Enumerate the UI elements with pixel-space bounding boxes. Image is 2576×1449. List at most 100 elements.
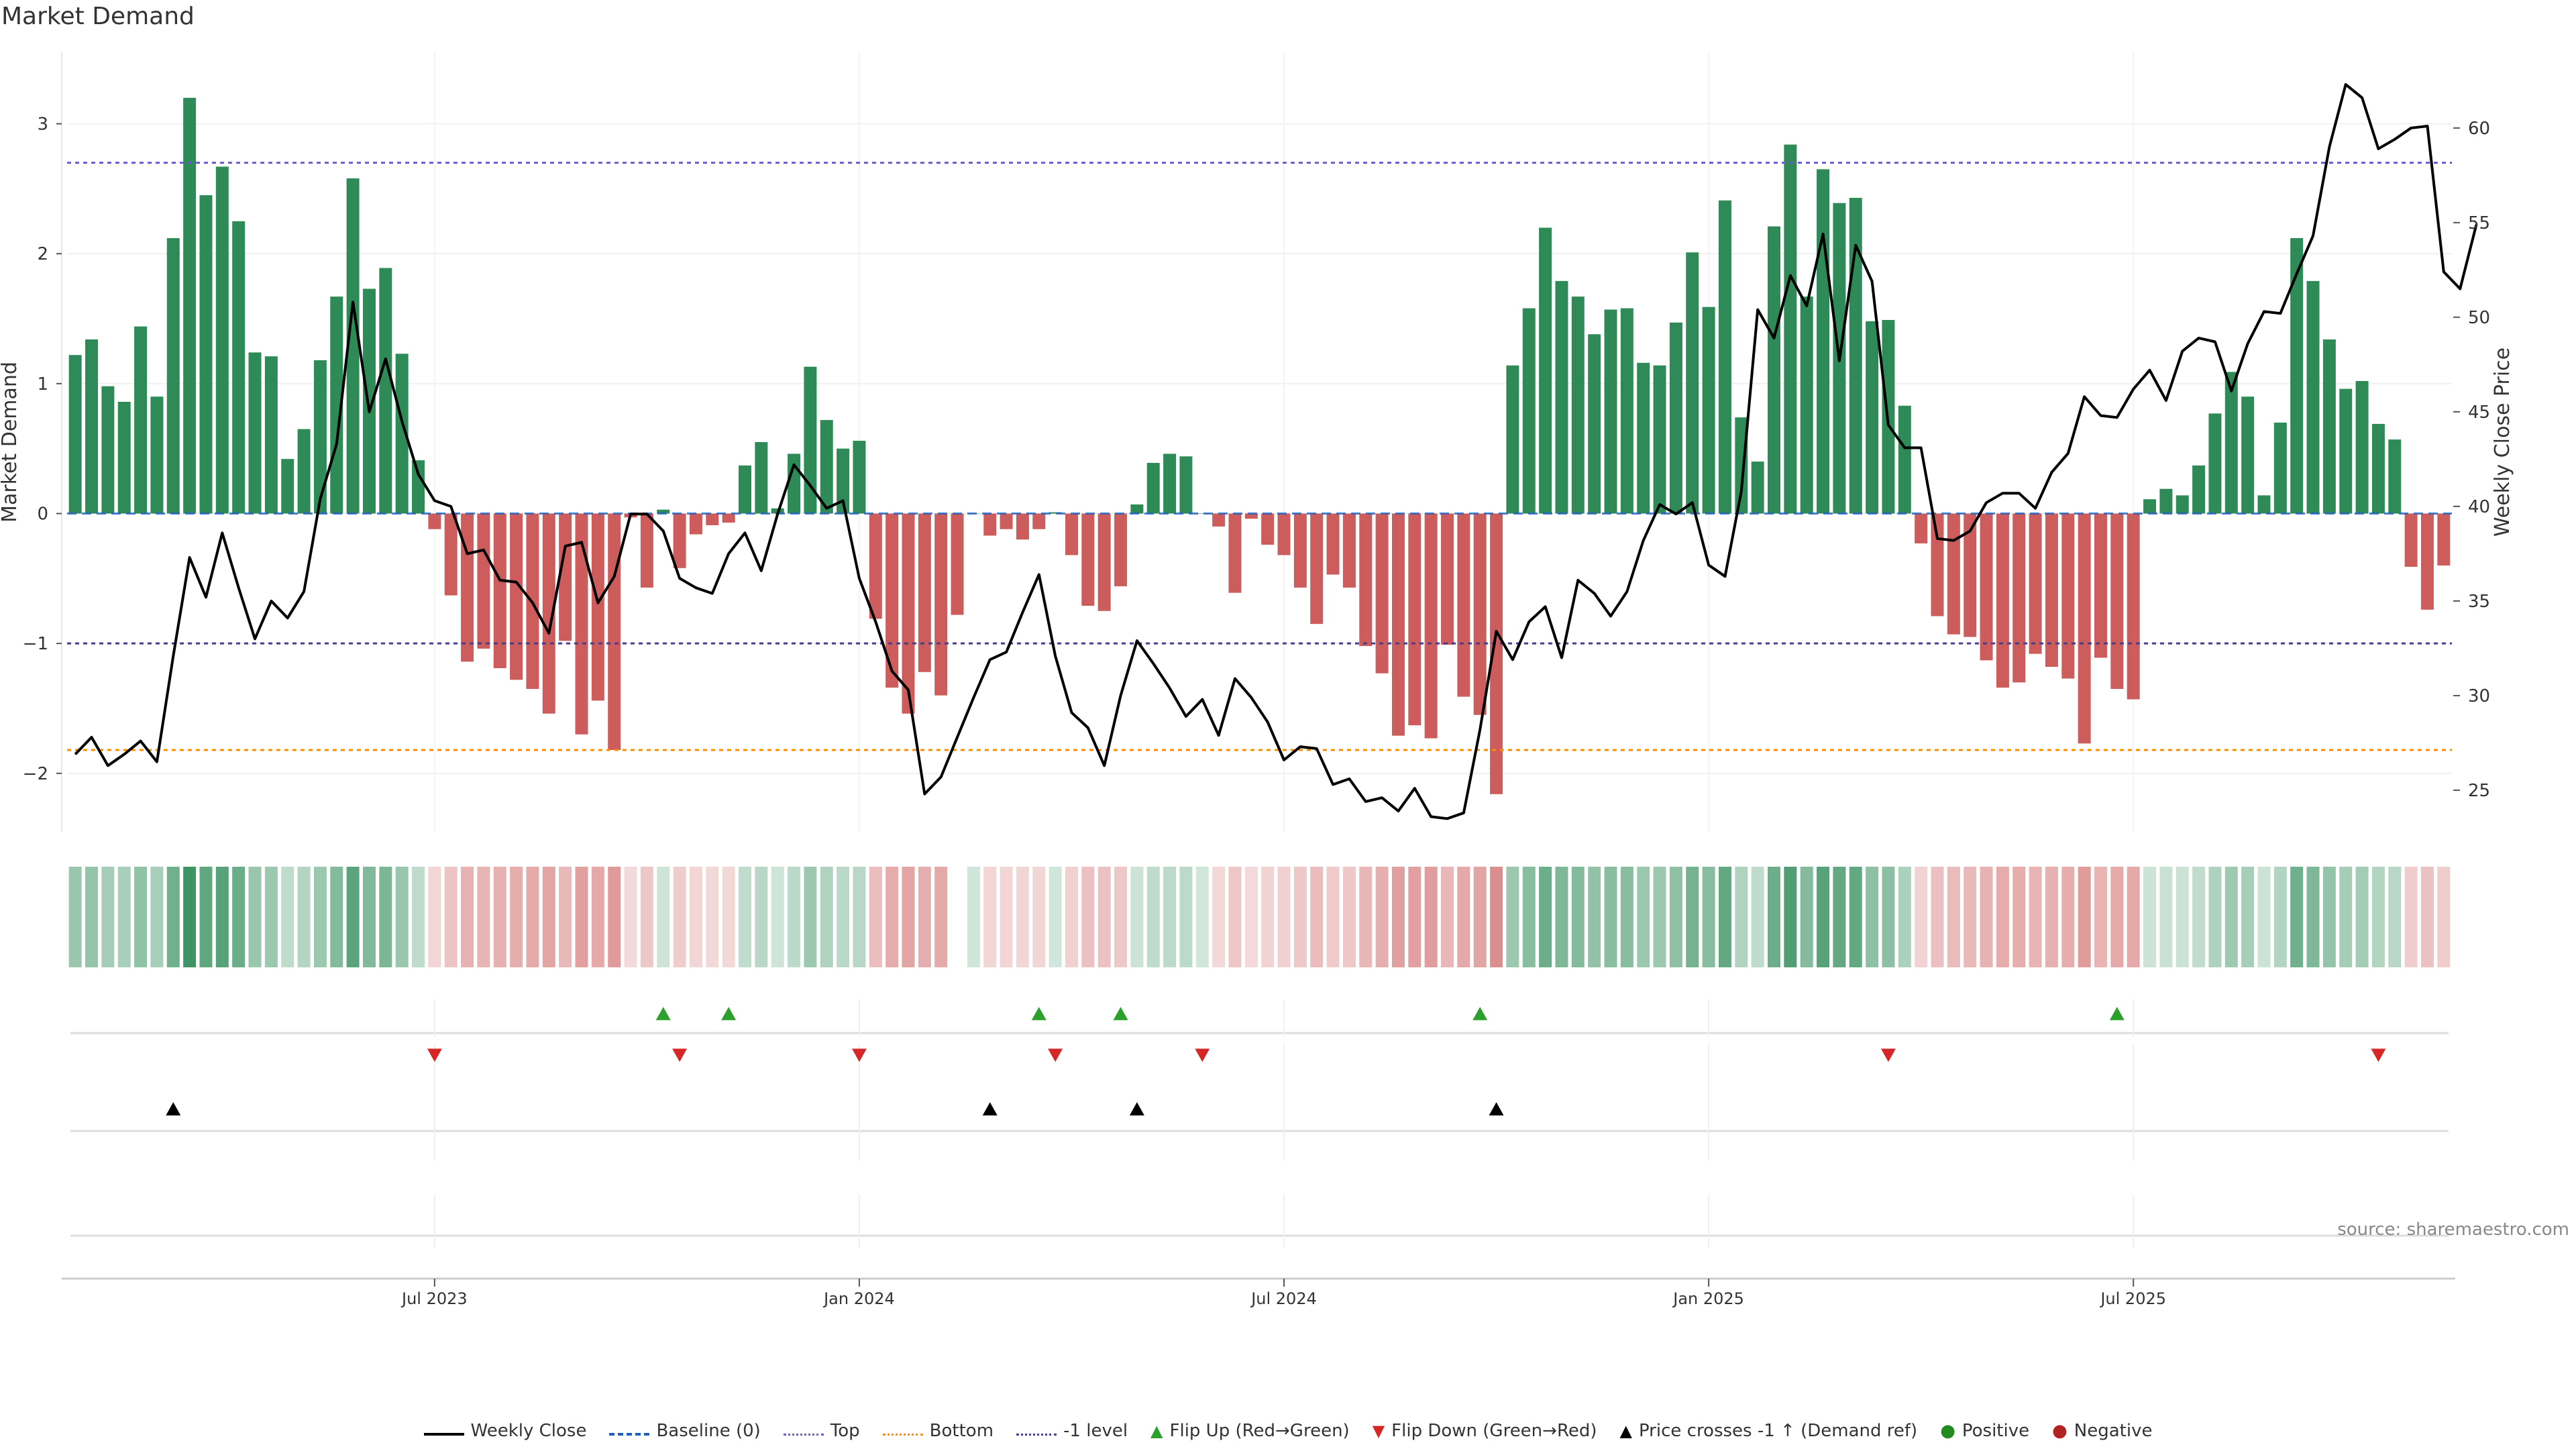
demand-bar: [101, 386, 115, 514]
demand-bar: [1065, 513, 1078, 555]
heat-cell: [788, 867, 801, 967]
demand-bar: [1342, 513, 1356, 588]
demand-bar: [1130, 504, 1144, 514]
demand-bar: [68, 355, 82, 514]
heat-cell: [510, 867, 523, 967]
heat-cell: [2012, 867, 2026, 967]
legend-label: Flip Down (Green→Red): [1391, 1421, 1597, 1441]
y2-tick-label: 25: [2468, 781, 2490, 801]
demand-bar: [117, 401, 131, 514]
x-tick-label: Jul 2025: [2099, 1289, 2166, 1308]
legend-top: Top: [783, 1421, 860, 1441]
demand-bar: [1049, 512, 1062, 514]
heat-cell: [934, 867, 948, 967]
flip-up-marker: [1472, 1007, 1488, 1020]
demand-bar: [1424, 513, 1438, 739]
heat-cell: [313, 867, 327, 967]
legend-label: Baseline (0): [656, 1421, 761, 1441]
flip-up-marker: [2109, 1007, 2125, 1020]
demand-bar: [837, 448, 850, 514]
x-tick-label: Jul 2024: [1250, 1289, 1317, 1308]
reference-levels: [67, 162, 2452, 751]
heat-cell: [1817, 867, 1830, 967]
demand-bar: [1179, 456, 1193, 514]
heat-cell: [673, 867, 686, 967]
demand-bar: [1866, 321, 1879, 514]
heat-cell: [101, 867, 115, 967]
demand-bar: [591, 513, 604, 701]
demand-bar: [1686, 252, 1699, 514]
demand-bar: [1964, 513, 1977, 637]
legend-label: Bottom: [929, 1421, 994, 1441]
y2-tick-label: 30: [2468, 686, 2490, 706]
heat-cell: [2094, 867, 2107, 967]
demand-bar: [346, 178, 360, 514]
demand-bar: [1947, 513, 1960, 635]
heat-cell: [902, 867, 915, 967]
heat-cell: [1179, 867, 1193, 967]
y2-axis-label: Weekly Close Price: [2491, 347, 2514, 537]
heat-cell: [1326, 867, 1340, 967]
flip-down-marker: [672, 1049, 688, 1062]
heat-cell: [2143, 867, 2157, 967]
price-cross-marker: [166, 1102, 181, 1116]
heat-cell: [461, 867, 474, 967]
heat-cell: [2404, 867, 2418, 967]
demand-bar: [1588, 334, 1601, 514]
demand-bar: [657, 509, 670, 514]
heat-cell: [1931, 867, 1944, 967]
heat-cell: [624, 867, 637, 967]
heat-cell: [1212, 867, 1226, 967]
legend-positive: ● Positive: [1940, 1421, 2029, 1441]
heat-cell: [1114, 867, 1128, 967]
demand-bar: [85, 339, 99, 514]
heat-cell: [1620, 867, 1633, 967]
demand-bar: [1293, 513, 1307, 588]
demand-bar: [362, 288, 376, 514]
demand-bar: [150, 396, 164, 514]
legend-label: Top: [830, 1421, 860, 1441]
heat-cell: [166, 867, 180, 967]
demand-bar: [2306, 280, 2320, 514]
heat-cell: [2110, 867, 2124, 967]
demand-bar: [755, 442, 768, 514]
heat-cell: [1000, 867, 1013, 967]
heat-cell: [117, 867, 131, 967]
heat-cell: [918, 867, 931, 967]
heat-cell: [1784, 867, 1797, 967]
heat-cell: [1457, 867, 1470, 967]
heat-cell: [2159, 867, 2173, 967]
flip-up-marker: [721, 1007, 737, 1020]
demand-bar: [461, 513, 474, 662]
demand-bar: [2208, 413, 2222, 514]
demand-bar: [689, 513, 702, 535]
y-tick-label: 0: [37, 504, 48, 525]
flip-down-marker: [1880, 1049, 1896, 1062]
demand-bar: [1817, 169, 1830, 514]
demand-bar: [510, 513, 523, 680]
heat-cell: [1522, 867, 1536, 967]
demand-bar: [951, 513, 964, 615]
heat-cell: [248, 867, 262, 967]
demand-bar: [804, 366, 817, 514]
heat-cell: [885, 867, 899, 967]
demand-bar: [2094, 513, 2107, 658]
demand-bar: [2241, 396, 2255, 514]
demand-bar: [1898, 405, 1911, 514]
heat-cell: [183, 867, 197, 967]
y-tick-label: 1: [37, 374, 48, 394]
y-tick-label: 2: [37, 244, 48, 264]
demand-heat-strip: [68, 867, 2451, 967]
heat-cell: [657, 867, 670, 967]
x-tick-label: Jan 2024: [822, 1289, 895, 1308]
legend-negative: ● Negative: [2052, 1421, 2152, 1441]
heat-cell: [1163, 867, 1177, 967]
heat-cell: [1228, 867, 1242, 967]
heat-cell: [1032, 867, 1046, 967]
flip-up-marker: [1031, 1007, 1046, 1020]
heat-cell: [1490, 867, 1503, 967]
demand-bar: [1016, 513, 1029, 540]
demand-bar: [1620, 308, 1633, 514]
demand-bar: [2029, 513, 2042, 654]
heat-cell: [739, 867, 751, 967]
